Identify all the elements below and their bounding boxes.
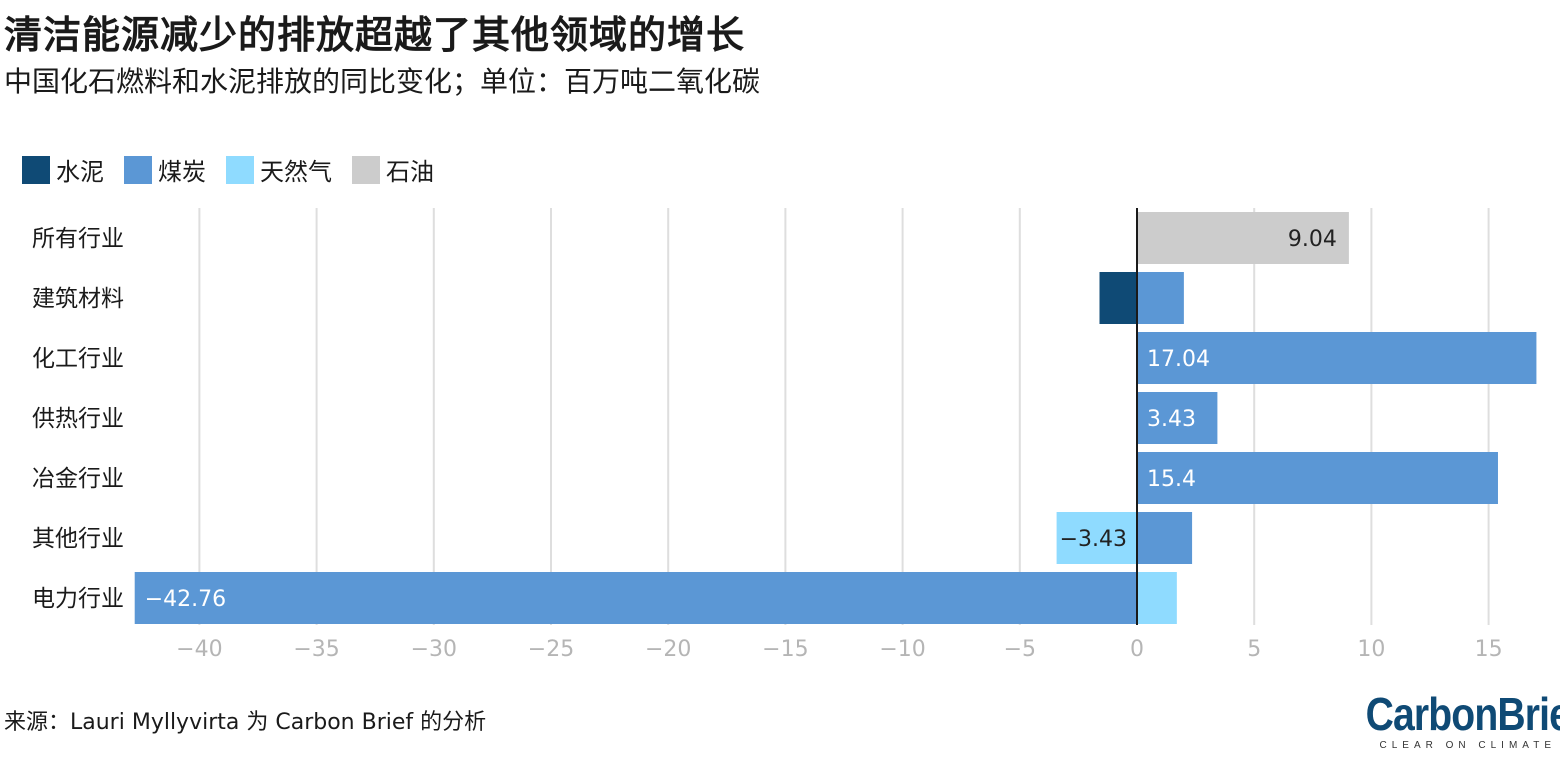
x-tick-label: −10 (879, 637, 925, 662)
bar-segment (1099, 272, 1137, 324)
category-label: 其他行业 (32, 526, 124, 552)
x-tick-label: −25 (528, 637, 574, 662)
chart-title: 清洁能源减少的排放超越了其他领域的增长 (4, 13, 746, 57)
category-label: 电力行业 (32, 586, 124, 612)
category-label: 化工行业 (32, 346, 124, 372)
data-label: 17.04 (1147, 347, 1210, 372)
legend-item-oil: 石油 (352, 152, 434, 187)
x-tick-label: 0 (1130, 637, 1144, 662)
x-tick-label: −5 (1004, 637, 1036, 662)
bar-segment (1137, 512, 1193, 564)
data-label: −42.76 (145, 587, 226, 612)
bar-segment (1137, 272, 1184, 324)
bar-segment (1137, 392, 1218, 444)
bar-segment (1137, 212, 1349, 264)
x-tick-label: −20 (645, 637, 691, 662)
legend-label-cement: 水泥 (56, 158, 104, 186)
legend-swatch-cement (22, 155, 50, 184)
x-tick-label: −35 (293, 637, 339, 662)
legend-swatch-coal (124, 155, 152, 184)
x-tick-label: 5 (1247, 637, 1261, 662)
category-label: 所有行业 (32, 226, 124, 252)
legend-swatch-gas (226, 155, 254, 184)
bar-segment (1137, 452, 1498, 504)
legend-item-coal: 煤炭 (124, 152, 206, 187)
legend-label-gas: 天然气 (260, 158, 332, 186)
category-label: 冶金行业 (32, 466, 124, 492)
logo-tagline: CLEAR ON CLIMATE (1379, 740, 1556, 751)
bar-segment (134, 572, 1138, 624)
legend-item-gas: 天然气 (226, 152, 332, 187)
data-label: 3.43 (1147, 407, 1196, 432)
x-tick-label: 15 (1475, 637, 1503, 662)
legend: 水泥 煤炭 天然气 石油 (22, 152, 454, 187)
x-tick-label: −30 (411, 637, 457, 662)
x-tick-label: −15 (762, 637, 808, 662)
data-label: 9.04 (1288, 227, 1337, 252)
chart-subtitle: 中国化石燃料和水泥排放的同比变化；单位：百万吨二氧化碳 (4, 65, 761, 98)
bar-segment (1137, 332, 1537, 384)
bar-segment (1056, 512, 1137, 564)
legend-swatch-oil (352, 155, 380, 184)
category-label: 供热行业 (32, 406, 124, 432)
source-note: 来源：Lauri Myllyvirta 为 Carbon Brief 的分析 (4, 710, 487, 735)
legend-label-oil: 石油 (386, 158, 434, 186)
x-tick-label: 10 (1357, 637, 1385, 662)
legend-label-coal: 煤炭 (158, 158, 206, 186)
data-label: 15.4 (1147, 467, 1196, 492)
bar-chart: −40 −35 −30 −25 −20 −15 −10 −5 0 5 10 15 所有行业建筑材料化工行… (32, 208, 1537, 662)
x-tick-label: −40 (176, 637, 222, 662)
bar-segment (1137, 572, 1177, 624)
legend-item-cement: 水泥 (22, 152, 104, 187)
data-label: −3.43 (1060, 527, 1127, 552)
category-label: 建筑材料 (32, 286, 124, 312)
